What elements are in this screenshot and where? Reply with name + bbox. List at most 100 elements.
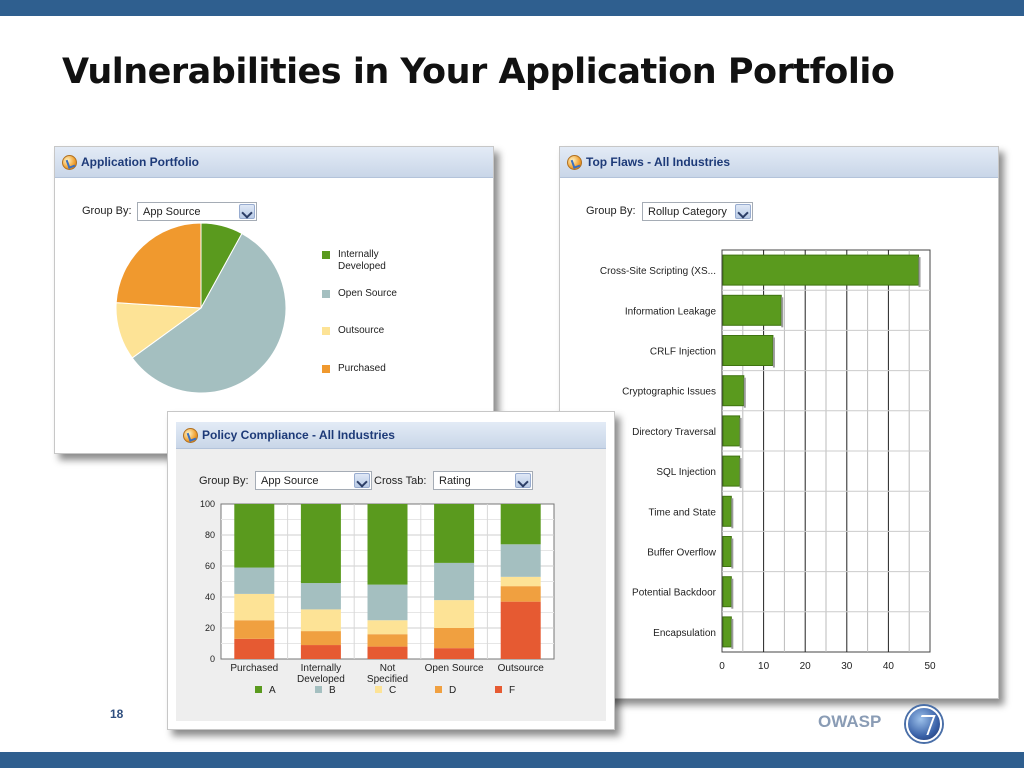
bar-shadow	[739, 458, 742, 489]
category-label: Encapsulation	[653, 628, 716, 639]
panel-title: Policy Compliance - All Industries	[202, 428, 395, 442]
pie-slice-open-source	[131, 232, 287, 394]
slide-bottom-bar	[0, 752, 1024, 768]
group-by-label: Group By:	[82, 205, 132, 217]
bar-segment-purchased-a	[234, 504, 275, 568]
x-tick-label: 30	[841, 661, 853, 672]
legend-swatch	[322, 251, 330, 259]
portfolio-pie-chart	[115, 222, 287, 394]
cross-tab-label: Cross Tab:	[374, 475, 427, 487]
legend-swatch-f	[495, 686, 502, 693]
legend-swatch-d	[435, 686, 442, 693]
category-label: Time and State	[649, 507, 717, 518]
y-tick-label: 80	[205, 530, 215, 540]
bar-segment-open-source-f	[434, 648, 475, 659]
category-label: Outsource	[498, 663, 545, 674]
bar-shadow	[918, 257, 921, 288]
category-label: Cryptographic Issues	[622, 387, 716, 398]
bar-shadow	[731, 498, 734, 529]
owasp-emblem-icon	[906, 706, 942, 742]
bar-segment-internally-developed-d	[300, 631, 341, 646]
bar-shadow	[731, 578, 734, 609]
y-tick-label: 60	[205, 561, 215, 571]
bar-sql-injection	[722, 455, 741, 487]
legend-swatch-b	[315, 686, 322, 693]
group-by-select[interactable]: Rollup Category	[642, 202, 753, 221]
bar-segment-purchased-d	[234, 620, 275, 639]
bar-segment-internally-developed-b	[300, 583, 341, 610]
bar-segment-outsource-f	[500, 601, 541, 659]
bar-segment-not-specified-f	[367, 646, 408, 659]
bar-segment-internally-developed-c	[300, 609, 341, 632]
bar-segment-open-source-b	[434, 562, 475, 601]
x-tick-label: 40	[883, 661, 895, 672]
legend-swatch	[322, 290, 330, 298]
report-icon	[62, 155, 77, 170]
category-label: Potential Backdoor	[632, 588, 717, 599]
panel-title: Top Flaws - All Industries	[586, 155, 731, 169]
legend-label: Open Source	[338, 288, 397, 299]
y-tick-label: 100	[200, 499, 215, 509]
bar-segment-outsource-a	[500, 504, 541, 545]
bar-segment-purchased-f	[234, 638, 275, 659]
bar-shadow	[731, 618, 734, 649]
panel-header: Top Flaws - All Industries	[560, 147, 998, 178]
category-label: Not	[380, 663, 396, 674]
legend-label-a: A	[269, 685, 276, 696]
cross-tab-select[interactable]: Rating	[433, 471, 533, 490]
bar-segment-open-source-a	[434, 504, 475, 563]
x-tick-label: 50	[924, 661, 936, 672]
legend-label: Purchased	[338, 363, 386, 374]
page-number: 18	[110, 707, 124, 721]
bar-information-leakage	[722, 294, 782, 326]
cross-tab-value: Rating	[439, 475, 471, 487]
bar-segment-outsource-b	[500, 544, 541, 577]
category-label: SQL Injection	[656, 467, 716, 478]
legend-label-c: C	[389, 685, 396, 696]
bar-potential-backdoor	[722, 576, 732, 608]
bar-encapsulation	[722, 616, 732, 648]
bar-shadow	[781, 297, 784, 328]
y-tick-label: 40	[205, 592, 215, 602]
owasp-logo: OWASP	[818, 706, 948, 742]
top-flaws-panel: Top Flaws - All Industries Group By: Rol…	[559, 146, 999, 699]
y-tick-label: 0	[210, 654, 215, 664]
bar-segment-internally-developed-a	[300, 504, 341, 584]
bar-buffer-overflow	[722, 536, 732, 567]
category-label: Information Leakage	[625, 306, 717, 317]
legend-label-b: B	[329, 685, 336, 696]
chevron-down-icon[interactable]	[735, 204, 751, 219]
slide-title: Vulnerabilities in Your Application Port…	[62, 52, 895, 92]
top-flaws-bar-chart: Cross-Site Scripting (XS... Information L…	[600, 249, 936, 672]
slide-top-bar	[0, 0, 1024, 16]
bar-cross-site-scripting-xs	[722, 254, 920, 286]
policy-compliance-panel: Policy Compliance - All Industries Group…	[167, 411, 615, 730]
chevron-down-icon[interactable]	[354, 473, 370, 488]
bar-segment-outsource-d	[500, 586, 541, 602]
legend-label: Outsource	[338, 325, 385, 336]
bar-segment-not-specified-c	[367, 620, 408, 635]
bar-shadow	[731, 538, 734, 569]
group-by-select[interactable]: App Source	[255, 471, 372, 490]
bar-segment-purchased-c	[234, 593, 275, 621]
owasp-logo-text: OWASP	[818, 712, 882, 731]
group-by-label: Group By:	[586, 205, 636, 217]
group-by-label: Group By:	[199, 475, 249, 487]
group-by-select[interactable]: App Source	[137, 202, 257, 221]
bar-crlf-injection	[722, 335, 774, 366]
category-label: Directory Traversal	[632, 427, 716, 438]
group-by-value: App Source	[261, 475, 319, 487]
category-label: Buffer Overflow	[647, 548, 717, 559]
application-portfolio-panel: Application Portfolio Group By: App Sour…	[54, 146, 494, 454]
legend-swatch-c	[375, 686, 382, 693]
chevron-down-icon[interactable]	[239, 204, 255, 219]
category-label: Specified	[367, 674, 408, 685]
legend-swatch	[322, 365, 330, 373]
legend-swatch-a	[255, 686, 262, 693]
bar-segment-not-specified-d	[367, 634, 408, 647]
bar-shadow	[739, 417, 742, 448]
category-label: Developed	[297, 674, 345, 685]
legend-swatch	[322, 327, 330, 335]
report-icon	[567, 155, 582, 170]
chevron-down-icon[interactable]	[515, 473, 531, 488]
